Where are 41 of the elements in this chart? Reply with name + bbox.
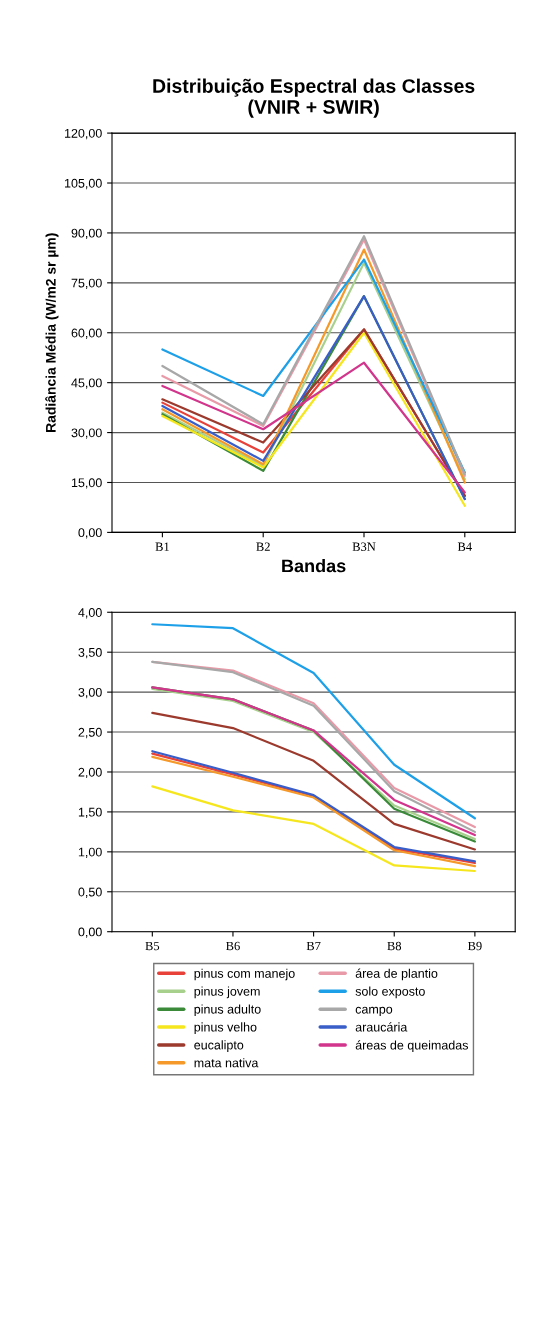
x-tick-label: B7 [306,941,321,951]
y-axis-title: Radiância Média (W/m2 sr µm) [45,233,59,432]
legend-label: área de plantio [355,968,438,981]
y-tick-label: 90,00 [71,228,102,240]
x-tick-label: B8 [387,941,402,951]
y-tick-label: 105,00 [65,178,102,190]
legend-label: pinus com manejo [194,968,295,981]
legend-label: eucalipto [194,1040,244,1052]
legend-label: solo exposto [355,986,425,999]
y-tick-label: 2,50 [78,727,102,739]
x-tick-label: B4 [457,542,472,551]
x-tick-label: B6 [226,941,240,951]
y-tick-label: 60,00 [71,328,102,339]
x-tick-label: B3N [352,542,376,551]
legend-label: pinus jovem [194,986,260,999]
chart-title: Distribuição Espectral das Classes (VNIR + SWIR) [153,78,475,118]
y-tick-label: 3,00 [78,687,102,699]
y-tick-label: 2,00 [78,767,102,779]
x-tick-label: B5 [145,941,160,951]
y-tick-label: 0,50 [78,887,102,898]
y-tick-label: 15,00 [71,478,102,489]
y-tick-label: 1,50 [78,807,102,819]
x-axis-title: Bandas [282,559,346,573]
legend-label: áreas de queimadas [355,1040,468,1053]
x-tick-label: B2 [256,542,270,551]
y-tick-label: 1,00 [78,847,102,858]
x-tick-label: B9 [467,941,482,951]
x-tick-label: B1 [155,542,169,551]
y-tick-label: 0,00 [78,927,102,938]
y-tick-label: 30,00 [71,428,102,439]
y-tick-label: 45,00 [71,378,102,389]
legend-label: araucária [355,1022,408,1032]
y-tick-label: 75,00 [71,278,102,289]
y-tick-label: 120,00 [65,128,102,140]
legend-label: pinus velho [194,1022,257,1035]
legend-label: mata nativa [194,1058,259,1068]
legend-label: campo [355,1006,393,1017]
legend-label: pinus adulto [194,1004,261,1017]
y-tick-label: 4,00 [78,608,102,619]
y-tick-label: 3,50 [78,647,102,659]
y-tick-label: 0,00 [78,528,102,539]
